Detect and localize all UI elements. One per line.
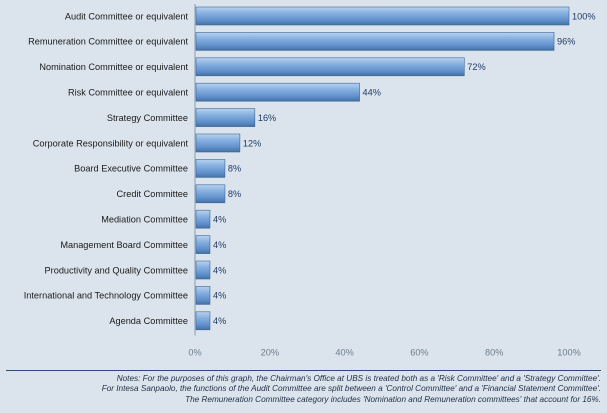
bar: [195, 6, 570, 26]
bar: [195, 32, 555, 51]
bar: [195, 311, 211, 331]
category-label: Remuneration Committee or equivalent: [28, 37, 188, 47]
note-line-2: For Intesa Sanpaolo, the functions of th…: [101, 384, 601, 394]
category-label: Mediation Committee: [101, 215, 188, 225]
data-label: 96%: [557, 37, 575, 47]
category-label: Board Executive Committee: [74, 164, 188, 174]
category-label: Nomination Committee or equivalent: [39, 62, 188, 72]
x-tick-label: 0%: [188, 348, 201, 358]
data-label: 4%: [213, 240, 226, 250]
notes-divider: [6, 370, 601, 371]
data-label: 12%: [243, 138, 261, 148]
data-label: 8%: [228, 164, 241, 174]
data-label: 4%: [213, 215, 226, 225]
data-label: 4%: [213, 316, 226, 326]
data-label: 8%: [228, 189, 241, 199]
category-label: Audit Committee or equivalent: [65, 11, 189, 21]
bar: [195, 133, 241, 153]
category-label: Productivity and Quality Committee: [45, 265, 188, 275]
data-label: 16%: [258, 113, 276, 123]
x-tick-label: 20%: [261, 348, 279, 358]
category-label: Credit Committee: [117, 189, 188, 199]
category-label: International and Technology Committee: [24, 291, 188, 301]
x-tick-label: 60%: [410, 348, 428, 358]
data-label: 4%: [213, 291, 226, 301]
bar: [195, 209, 211, 229]
bar: [195, 184, 226, 204]
bar: [195, 57, 465, 77]
data-label: 72%: [467, 62, 485, 72]
labels: 0% 20% 40% 60% 80% 100% Audit Committee or equ…: [24, 11, 596, 357]
category-label: Risk Committee or equivalent: [68, 88, 188, 98]
x-tick-label: 40%: [335, 348, 353, 358]
category-label: Corporate Responsibility or equivalent: [33, 138, 189, 148]
x-tick-label: 100%: [557, 348, 581, 358]
bars: [195, 6, 570, 331]
x-tick-label: 80%: [485, 348, 503, 358]
bar: [195, 82, 360, 102]
bar: [195, 235, 211, 254]
bar: [195, 286, 211, 305]
note-line-1: Notes: For the purposes of this graph, t…: [116, 374, 601, 383]
data-label: 4%: [213, 265, 226, 275]
bar: [195, 260, 211, 280]
category-label: Strategy Committee: [107, 113, 188, 123]
data-label: 100%: [572, 11, 596, 21]
category-label: Agenda Committee: [109, 316, 188, 326]
notes: Notes: For the purposes of this graph, t…: [0, 374, 601, 405]
bar: [195, 159, 226, 178]
category-label: Management Board Committee: [60, 240, 188, 250]
note-line-3: The Remuneration Committee category incl…: [185, 394, 601, 404]
chart-svg: 0% 20% 40% 60% 80% 100% Audit Committee or equ…: [24, 4, 596, 358]
bar: [195, 108, 256, 127]
data-label: 44%: [363, 88, 381, 98]
bar-chart: 0% 20% 40% 60% 80% 100% Audit Committee or equ…: [24, 4, 596, 358]
